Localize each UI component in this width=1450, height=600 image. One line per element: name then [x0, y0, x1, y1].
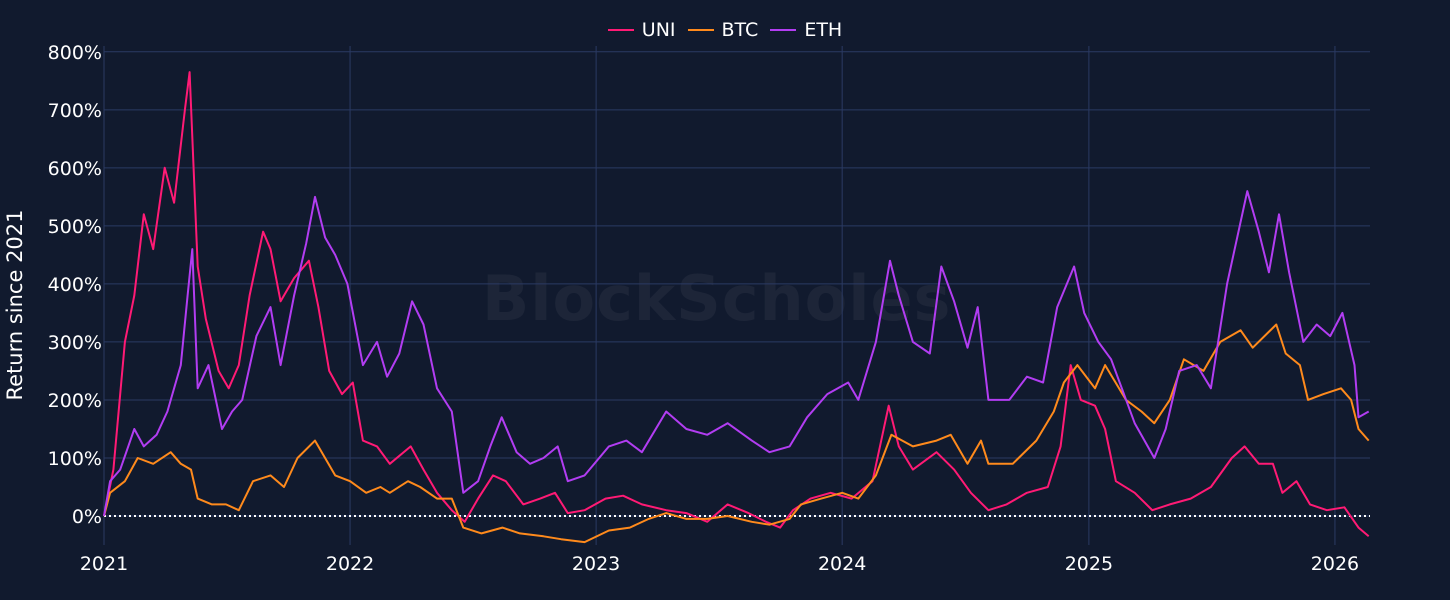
series-line-btc [103, 323, 1370, 544]
legend-label-uni: UNI [641, 19, 676, 41]
legend-item-uni[interactable]: UNI [607, 19, 676, 41]
legend-swatch-btc [687, 29, 714, 31]
x-tick-label: 2024 [818, 553, 866, 575]
legend-item-eth[interactable]: ETH [770, 19, 842, 41]
y-tick-label: 300% [48, 332, 102, 354]
watermark: BlockScholes [482, 262, 952, 335]
y-tick-label: 500% [48, 216, 102, 238]
y-tick-label: 100% [48, 448, 102, 470]
x-tick-label: 2022 [326, 553, 374, 575]
x-tick-label: 2025 [1065, 553, 1113, 575]
y-tick-label: 800% [48, 42, 102, 64]
y-tick-label: 0% [72, 506, 102, 528]
series-line-eth [103, 190, 1370, 517]
y-axis-title: Return since 2021 [3, 209, 27, 400]
y-tick-label: 400% [48, 274, 102, 296]
legend-swatch-uni [607, 29, 634, 31]
legend-label-eth: ETH [804, 19, 843, 41]
series-line-uni [103, 71, 1370, 538]
legend: UNI BTC ETH [0, 19, 1450, 41]
legend-item-btc[interactable]: BTC [687, 19, 759, 41]
x-tick-label: 2023 [572, 553, 620, 575]
gridlines [103, 46, 1370, 545]
legend-label-btc: BTC [721, 19, 759, 41]
y-tick-label: 600% [48, 158, 102, 180]
y-axis-ticks: 0% 100% 200% 300% 400% 500% 600% 700% 800% [48, 42, 102, 528]
x-axis-ticks: 2021 2022 2023 2024 2025 2026 [80, 553, 1359, 575]
legend-swatch-eth [770, 29, 797, 31]
y-tick-label: 200% [48, 390, 102, 412]
x-tick-label: 2021 [80, 553, 128, 575]
series-lines [103, 71, 1370, 544]
y-tick-label: 700% [48, 100, 102, 122]
x-tick-label: 2026 [1311, 553, 1359, 575]
